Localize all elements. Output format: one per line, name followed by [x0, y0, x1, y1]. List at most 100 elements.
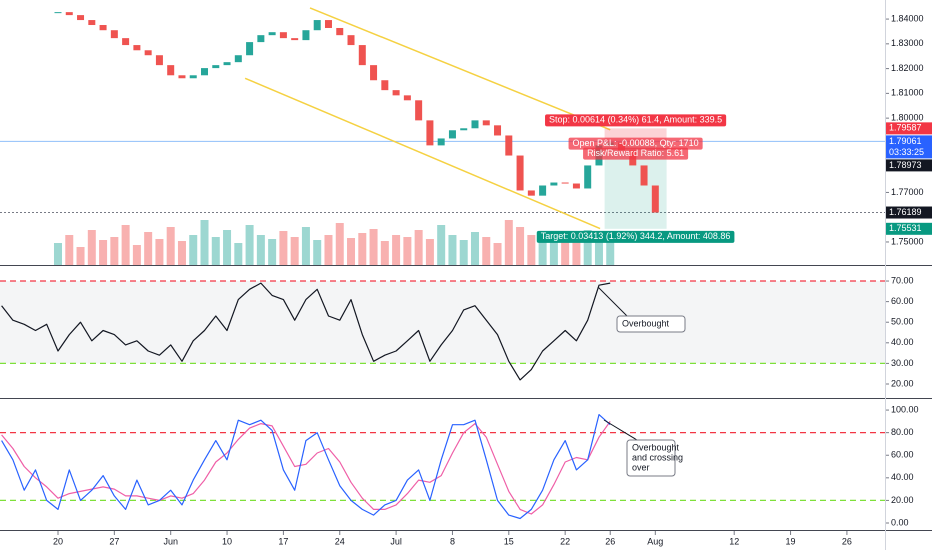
y-tick-label: 60.00: [891, 296, 914, 306]
level-band: [0, 281, 885, 364]
candle: [291, 38, 299, 41]
candle: [77, 15, 85, 21]
volume-bar: [200, 220, 209, 265]
x-tick-label: 27: [109, 536, 119, 546]
candle: [178, 75, 186, 79]
callout-text: and crossing: [632, 452, 683, 462]
candle: [572, 183, 580, 189]
y-tick-label: 1.82000: [891, 63, 924, 73]
y-tick-label: 40.00: [891, 472, 914, 482]
stop-label-box: [545, 114, 727, 127]
volume-bar: [99, 240, 108, 265]
candle: [651, 185, 659, 213]
candle: [246, 42, 254, 56]
callout-arrow: [597, 286, 628, 317]
callout-box: [616, 315, 686, 333]
x-tick-label: 24: [335, 536, 345, 546]
candle: [54, 12, 62, 14]
target-label-box: [536, 230, 735, 243]
price-tag: [886, 159, 932, 172]
volume-bar: [189, 235, 198, 265]
stop-label: Stop: 0.00614 (0.34%) 61.4, Amount: 339.…: [549, 115, 722, 125]
x-tick-label: 19: [786, 536, 796, 546]
candle: [550, 182, 558, 186]
volume-bar: [121, 225, 130, 265]
x-tick-label: 15: [504, 536, 514, 546]
candle: [539, 185, 547, 196]
y-tick-label: 70.00: [891, 275, 914, 285]
candle: [336, 27, 344, 36]
price-tag-label: 1.75531: [889, 223, 922, 233]
candle: [584, 165, 592, 189]
callout-text: Overbought: [632, 442, 680, 452]
y-tick-label: 1.84000: [891, 13, 924, 23]
x-tick-label: 8: [450, 536, 455, 546]
volume-bar: [279, 231, 288, 265]
price-tag-label: 1.79061: [889, 136, 922, 146]
volume-bar: [448, 235, 457, 265]
price-tag: [886, 222, 932, 235]
volume-bar: [392, 235, 401, 265]
volume-bar: [403, 237, 412, 265]
volume-bar: [223, 230, 232, 265]
y-tick-label: 1.77000: [891, 187, 924, 197]
price-tag-label: 1.79587: [889, 123, 922, 133]
volume-bar: [256, 235, 265, 265]
volume-bar: [268, 239, 277, 265]
volume-bar: [110, 237, 119, 265]
candle: [234, 55, 242, 63]
candle: [110, 30, 118, 39]
series-line: [1, 282, 611, 381]
y-tick-label: 30.00: [891, 358, 914, 368]
y-tick-label: 100.00: [891, 404, 919, 414]
volume-bar: [166, 227, 175, 265]
volume-bar: [132, 245, 141, 265]
pnl-label-box: [568, 137, 703, 150]
volume-bar: [324, 235, 333, 265]
candle: [88, 20, 96, 26]
y-tick-label: 20.00: [891, 378, 914, 388]
candle: [65, 12, 73, 16]
volume-bar: [358, 233, 367, 265]
rr-label-box: [583, 147, 689, 160]
volume-bar: [65, 235, 74, 265]
candle: [189, 75, 197, 79]
candle: [426, 120, 434, 146]
volume-bar: [482, 237, 491, 265]
volume-bar: [414, 230, 423, 265]
rsi-pane: [0, 280, 885, 381]
candle: [561, 182, 569, 184]
y-tick-label: 20.00: [891, 495, 914, 505]
x-tick-label: 22: [560, 536, 570, 546]
candle: [324, 20, 332, 28]
y-tick-label: 40.00: [891, 337, 914, 347]
volume-bar: [504, 220, 513, 265]
volume-bar: [516, 227, 525, 265]
volume-bar: [234, 243, 243, 265]
x-tick-label: Jun: [163, 536, 178, 546]
volume-bar: [313, 240, 322, 265]
candle: [640, 165, 648, 186]
stochastic-pane: [0, 414, 885, 520]
candle: [437, 138, 445, 146]
candle: [167, 65, 175, 76]
volume-bar: [425, 239, 434, 265]
candle: [448, 130, 456, 139]
callout-arrow: [603, 419, 638, 441]
countdown: 03:33:25: [889, 147, 924, 157]
candle: [144, 50, 152, 56]
candle: [279, 32, 287, 39]
callout-box: [626, 439, 676, 477]
y-tick-label: 1.81000: [891, 88, 924, 98]
volume-bar: [538, 239, 547, 265]
trendline: [244, 77, 601, 230]
candle: [370, 65, 378, 81]
candle: [313, 20, 321, 31]
candle: [223, 62, 231, 66]
callout-text: over: [632, 462, 650, 472]
price-tag: [886, 135, 932, 159]
volume-bar: [583, 230, 592, 265]
y-tick-label: 1.75000: [891, 236, 924, 246]
